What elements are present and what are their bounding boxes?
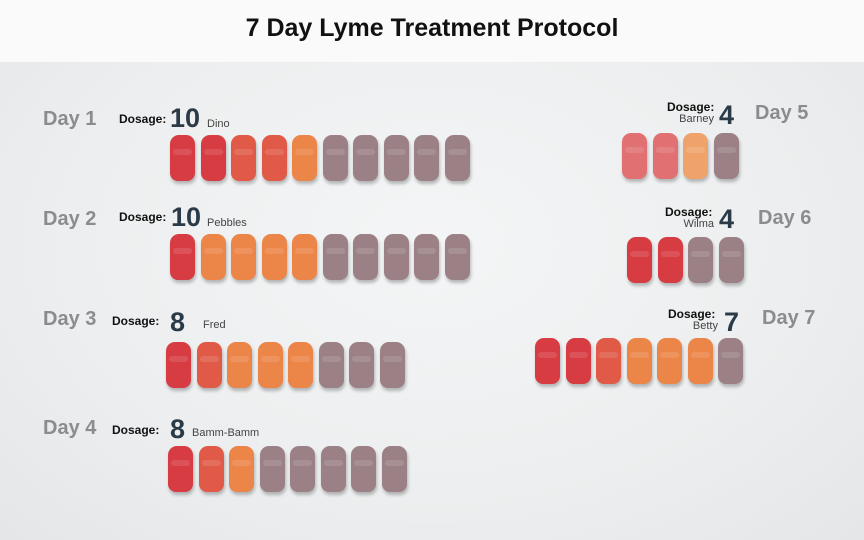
vitamin-orange — [231, 234, 256, 280]
vitamin-purple — [713, 133, 739, 179]
dosage-label: Dosage: — [112, 314, 160, 328]
vitamin-red-orange — [198, 446, 224, 492]
vitamin-orange — [229, 446, 254, 492]
vitamin-purple — [381, 446, 407, 492]
vitamin-row — [168, 446, 412, 492]
vitamin-row — [170, 234, 475, 280]
vitamin-red-orange — [231, 135, 256, 181]
day-label: Day 4 — [43, 417, 97, 439]
vitamin-pink-red — [622, 133, 647, 179]
vitamin-red — [168, 446, 193, 492]
vitamin-row — [627, 237, 749, 283]
vitamin-row — [166, 342, 410, 388]
vitamin-row — [535, 338, 749, 384]
vitamin-name: Bamm-Bamm — [192, 427, 260, 439]
dosage-count: 8 — [170, 414, 186, 444]
day-label: Day 3 — [43, 308, 97, 330]
vitamin-purple — [383, 234, 409, 280]
vitamin-orange — [227, 342, 252, 388]
vitamin-orange — [626, 338, 652, 384]
page-title: 7 Day Lyme Treatment Protocol — [245, 14, 619, 42]
vitamin-purple — [320, 446, 346, 492]
vitamin-orange — [288, 342, 313, 388]
vitamin-red-orange — [196, 342, 222, 388]
vitamin-red — [565, 338, 591, 384]
vitamin-purple — [444, 234, 470, 280]
dosage-count: 10 — [170, 103, 201, 133]
dosage-label: Dosage: — [119, 210, 167, 224]
vitamin-purple — [353, 135, 378, 181]
vitamin-name: Barney — [679, 113, 714, 125]
dosage-count: 4 — [719, 204, 735, 234]
vitamin-orange — [687, 338, 713, 384]
vitamin-red — [170, 135, 195, 181]
vitamin-red — [200, 135, 226, 181]
vitamin-orange — [292, 234, 317, 280]
dosage-count: 10 — [171, 202, 202, 232]
vitamin-purple — [444, 135, 470, 181]
vitamin-purple — [351, 446, 376, 492]
vitamin-red — [535, 338, 560, 384]
dosage-label: Dosage: — [668, 307, 716, 321]
vitamin-red — [170, 234, 195, 280]
dosage-count: 7 — [724, 307, 740, 337]
day-label: Day 1 — [43, 108, 97, 130]
dosage-count: 4 — [719, 100, 735, 130]
vitamin-purple — [718, 237, 744, 283]
vitamin-purple — [353, 234, 378, 280]
vitamin-orange — [200, 234, 226, 280]
vitamin-row — [170, 135, 475, 181]
dosage-count: 8 — [170, 307, 186, 337]
vitamin-purple — [322, 135, 348, 181]
vitamin-pink-red — [652, 133, 678, 179]
day-label: Day 7 — [762, 307, 816, 329]
header-band — [0, 0, 864, 62]
vitamin-purple — [414, 234, 439, 280]
vitamin-purple — [383, 135, 409, 181]
day-label: Day 2 — [43, 208, 97, 230]
vitamin-purple — [688, 237, 713, 283]
vitamin-name: Dino — [207, 118, 230, 130]
day-label: Day 6 — [758, 207, 812, 229]
vitamin-name: Betty — [692, 320, 718, 332]
vitamin-row — [622, 133, 744, 179]
vitamin-red — [166, 342, 191, 388]
vitamin-red-orange — [261, 135, 287, 181]
vitamin-purple — [322, 234, 348, 280]
vitamin-orange — [657, 338, 682, 384]
vitamin-orange — [257, 342, 283, 388]
dosage-label: Dosage: — [665, 205, 713, 219]
vitamin-purple — [349, 342, 374, 388]
vitamin-name: Pebbles — [207, 217, 247, 229]
vitamin-tan-orange — [683, 133, 708, 179]
vitamin-red — [657, 237, 683, 283]
vitamin-orange — [261, 234, 287, 280]
vitamin-purple — [259, 446, 285, 492]
vitamin-purple — [318, 342, 344, 388]
dosage-label: Dosage: — [119, 112, 167, 126]
vitamin-name: Wilma — [683, 218, 714, 230]
vitamin-purple — [414, 135, 439, 181]
vitamin-red — [627, 237, 652, 283]
vitamin-name: Fred — [203, 319, 226, 331]
dosage-label: Dosage: — [667, 100, 715, 114]
vitamin-orange — [292, 135, 317, 181]
vitamin-purple — [379, 342, 405, 388]
day-label: Day 5 — [755, 102, 809, 124]
vitamin-purple — [290, 446, 315, 492]
vitamin-purple — [718, 338, 743, 384]
dosage-label: Dosage: — [112, 423, 160, 437]
vitamin-red-orange — [596, 338, 621, 384]
